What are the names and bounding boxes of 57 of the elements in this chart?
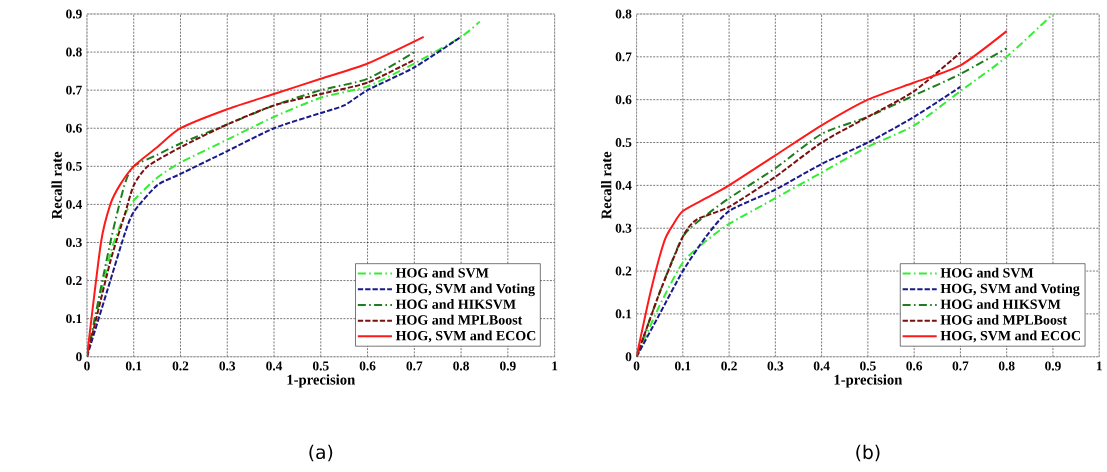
- x-tick-label: 0.5: [312, 361, 329, 371]
- legend-label: HOG and HIKSVM: [940, 299, 1061, 310]
- text: (a): [309, 444, 333, 462]
- legend-label: HOG, SVM and ECOC: [940, 330, 1080, 343]
- x-tick-label: 0.5: [860, 361, 876, 371]
- x-tick-label: 1: [552, 361, 558, 371]
- x-tick-label: 0.4: [266, 361, 283, 371]
- x-tick-label: 0.9: [500, 361, 516, 371]
- legend-label: HOG and MPLBoost: [940, 314, 1068, 325]
- x-tick-label: 0.3: [767, 361, 784, 371]
- x-tick-label: 0.8: [453, 361, 469, 371]
- y-tick-label: 0.9: [66, 9, 82, 19]
- y-tick-label: 0.4: [66, 200, 82, 210]
- x-tick-label: 0.1: [125, 361, 142, 371]
- y-tick-label: 0.1: [66, 314, 82, 324]
- y-axis-title: Recall rate: [601, 151, 612, 220]
- y-tick-label: 0.6: [615, 95, 632, 105]
- x-tick-label: 0: [84, 361, 90, 371]
- legend-label: HOG, SVM and Voting: [940, 283, 1080, 297]
- y-tick-label: 0.3: [615, 223, 632, 233]
- y-tick-label: 0.7: [66, 85, 82, 95]
- x-tick-label: 0.7: [406, 361, 423, 371]
- legend-label: HOG and HIKSVM: [395, 299, 516, 310]
- legend-label: HOG, SVM and ECOC: [395, 330, 536, 343]
- x-tick-label: 0.2: [172, 361, 189, 371]
- y-tick-label: 0: [625, 352, 632, 362]
- y-tick-label: 0.8: [66, 47, 82, 57]
- y-tick-label: 0.1: [615, 309, 632, 319]
- text: (b): [856, 444, 880, 462]
- x-tick-label: 0.4: [813, 361, 830, 371]
- y-tick-label: 0.5: [66, 161, 82, 172]
- x-tick-label: 0.1: [675, 361, 691, 371]
- x-axis-title: 1-precision: [834, 374, 903, 388]
- y-tick-label: 0.7: [615, 52, 632, 62]
- x-tick-label: 0: [633, 361, 640, 371]
- x-tick-label: 0.7: [952, 361, 969, 371]
- y-tick-label: 0.5: [615, 138, 632, 148]
- y-axis-title: Recall rate: [51, 151, 62, 220]
- x-tick-label: 0.8: [998, 361, 1015, 371]
- y-tick-label: 0.2: [615, 266, 632, 276]
- x-tick-label: 0.9: [1045, 361, 1061, 371]
- x-tick-label: 0.6: [359, 361, 376, 371]
- x-tick-label: 0.2: [721, 361, 737, 371]
- x-tick-label: 0.3: [219, 361, 236, 371]
- y-tick-label: 0.2: [66, 276, 82, 286]
- y-tick-label: 0.8: [615, 9, 632, 19]
- y-tick-label: 0.3: [66, 238, 82, 248]
- y-tick-label: 0.4: [615, 181, 632, 191]
- legend-label: HOG and SVM: [940, 267, 1034, 278]
- x-tick-label: 1: [1096, 361, 1102, 371]
- legend-label: HOG and MPLBoost: [395, 314, 523, 325]
- legend-label: HOG and SVM: [395, 267, 489, 278]
- x-axis-title: 1-precision: [287, 374, 356, 388]
- legend-label: HOG, SVM and Voting: [395, 283, 535, 297]
- y-tick-label: 0: [76, 352, 82, 362]
- x-tick-label: 0.6: [906, 361, 923, 371]
- y-tick-label: 0.6: [66, 123, 82, 133]
